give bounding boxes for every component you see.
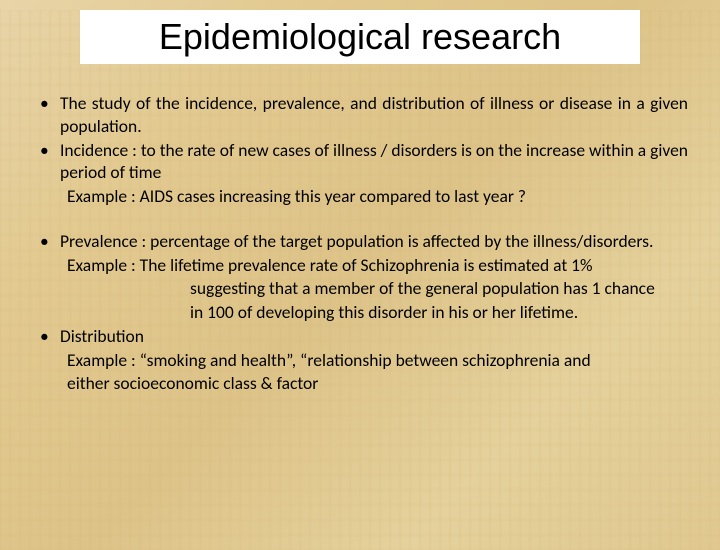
bullet-group-1: • The study of the incidence, prevalence… <box>32 92 688 208</box>
bullet-item: • Incidence : to the rate of new cases o… <box>32 139 688 185</box>
example-text: Example : AIDS cases increasing this yea… <box>60 185 688 208</box>
example-text: in 100 of developing this disorder in hi… <box>60 301 688 324</box>
example-text: Example : The lifetime prevalence rate o… <box>60 254 688 277</box>
bullet-item: • Prevalence : percentage of the target … <box>32 230 688 253</box>
bullet-marker: • <box>32 325 60 348</box>
example-line: Example : AIDS cases increasing this yea… <box>32 185 688 208</box>
bullet-spacer <box>32 301 60 324</box>
example-line: in 100 of developing this disorder in hi… <box>32 301 688 324</box>
bullet-text: Prevalence : percentage of the target po… <box>60 230 688 253</box>
bullet-text: The study of the incidence, prevalence, … <box>60 92 688 138</box>
example-line: Example : “smoking and health”, “relatio… <box>32 349 688 372</box>
bullet-marker: • <box>32 230 60 253</box>
bullet-spacer <box>32 185 60 208</box>
bullet-text: Distribution <box>60 325 688 348</box>
slide-title: Epidemiological research <box>90 16 630 58</box>
example-text: either socioeconomic class & factor <box>60 372 688 395</box>
example-text: Example : “smoking and health”, “relatio… <box>60 349 688 372</box>
bullet-item: • The study of the incidence, prevalence… <box>32 92 688 138</box>
example-text: suggesting that a member of the general … <box>60 277 688 300</box>
example-line: either socioeconomic class & factor <box>32 372 688 395</box>
bullet-spacer <box>32 277 60 300</box>
bullet-spacer <box>32 254 60 277</box>
content-area: • The study of the incidence, prevalence… <box>0 64 720 395</box>
bullet-spacer <box>32 349 60 372</box>
bullet-spacer <box>32 372 60 395</box>
bullet-marker: • <box>32 139 60 185</box>
example-line: Example : The lifetime prevalence rate o… <box>32 254 688 277</box>
bullet-text: Incidence : to the rate of new cases of … <box>60 139 688 185</box>
title-container: Epidemiological research <box>80 10 640 64</box>
bullet-marker: • <box>32 92 60 138</box>
example-line: suggesting that a member of the general … <box>32 277 688 300</box>
bullet-item: • Distribution <box>32 325 688 348</box>
bullet-group-2: • Prevalence : percentage of the target … <box>32 230 688 395</box>
